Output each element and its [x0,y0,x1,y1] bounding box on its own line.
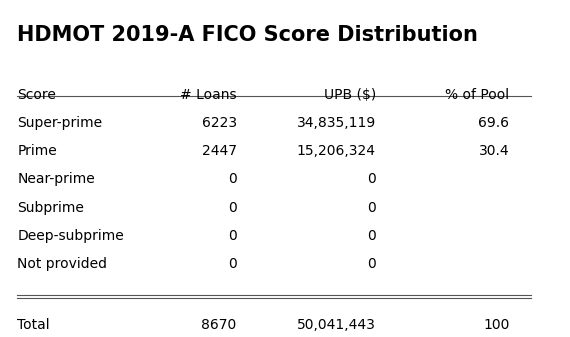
Text: 2447: 2447 [202,144,237,158]
Text: Score: Score [18,88,56,102]
Text: 50,041,443: 50,041,443 [297,318,376,332]
Text: 8670: 8670 [201,318,237,332]
Text: 6223: 6223 [202,116,237,130]
Text: 34,835,119: 34,835,119 [296,116,376,130]
Text: 0: 0 [367,229,376,243]
Text: 15,206,324: 15,206,324 [297,144,376,158]
Text: Total: Total [18,318,50,332]
Text: 0: 0 [228,172,237,186]
Text: 0: 0 [228,257,237,271]
Text: 100: 100 [483,318,510,332]
Text: Subprime: Subprime [18,201,84,215]
Text: UPB ($): UPB ($) [324,88,376,102]
Text: Super-prime: Super-prime [18,116,103,130]
Text: 0: 0 [367,201,376,215]
Text: Not provided: Not provided [18,257,107,271]
Text: Prime: Prime [18,144,57,158]
Text: 69.6: 69.6 [478,116,510,130]
Text: HDMOT 2019-A FICO Score Distribution: HDMOT 2019-A FICO Score Distribution [18,25,478,44]
Text: 0: 0 [228,201,237,215]
Text: 0: 0 [367,257,376,271]
Text: 0: 0 [228,229,237,243]
Text: # Loans: # Loans [180,88,237,102]
Text: Deep-subprime: Deep-subprime [18,229,124,243]
Text: 30.4: 30.4 [479,144,510,158]
Text: 0: 0 [367,172,376,186]
Text: Near-prime: Near-prime [18,172,95,186]
Text: % of Pool: % of Pool [445,88,510,102]
